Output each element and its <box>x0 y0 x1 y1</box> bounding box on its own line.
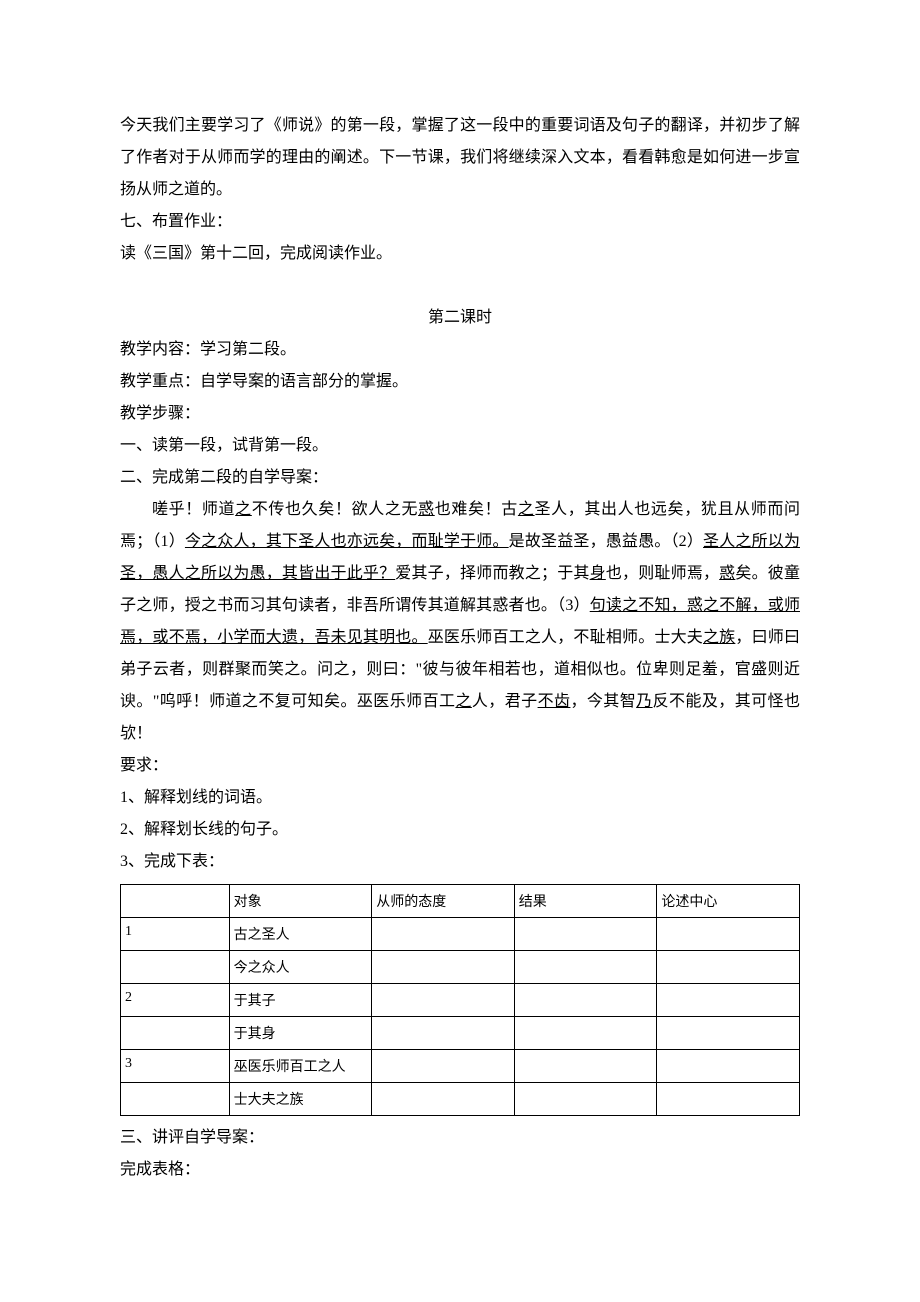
table-cell <box>657 918 800 951</box>
passage-text: 人，君子 <box>472 693 538 710</box>
underline-word-huo-2: 惑 <box>719 565 735 582</box>
underline-word-zhizu: 之族 <box>703 629 735 646</box>
table-cell: 1 <box>121 918 230 951</box>
passage-text: 也，则耻师焉， <box>606 565 719 582</box>
requirements-heading: 要求： <box>120 750 800 782</box>
spacer <box>120 270 800 302</box>
table-cell <box>657 1083 800 1116</box>
table-cell <box>372 918 515 951</box>
table-cell <box>121 951 230 984</box>
underline-word-shen: 身 <box>590 565 606 582</box>
table-header-cell: 论述中心 <box>657 885 800 918</box>
table-cell <box>514 951 657 984</box>
step-3: 三、讲评自学导案： <box>120 1122 800 1154</box>
table-header-cell <box>121 885 230 918</box>
passage-text: 巫医乐师百工之人，不耻相师。士大夫 <box>428 629 703 646</box>
requirement-1: 1、解释划线的词语。 <box>120 782 800 814</box>
underline-word-nai: 乃 <box>636 693 652 710</box>
teaching-content-line: 教学内容：学习第二段。 <box>120 334 800 366</box>
lesson-2-title: 第二课时 <box>120 302 800 334</box>
table-cell <box>372 1083 515 1116</box>
homework-content: 读《三国》第十二回，完成阅读作业。 <box>120 238 800 270</box>
classical-passage: 嗟乎！师道之不传也久矣！欲人之无惑也难矣！古之圣人，其出人也远矣，犹且从师而问焉… <box>120 494 800 750</box>
step-2: 二、完成第二段的自学导案： <box>120 462 800 494</box>
table-header-cell: 对象 <box>229 885 372 918</box>
table-cell <box>372 1050 515 1083</box>
passage-text: 不传也久矣！欲人之无 <box>252 501 418 518</box>
table-row: 今之众人 <box>121 951 800 984</box>
passage-text: 是故圣益圣，愚益愚。（2） <box>509 533 703 550</box>
summary-paragraph: 今天我们主要学习了《师说》的第一段，掌握了这一段中的重要词语及句子的翻译，并初步… <box>120 110 800 206</box>
table-cell <box>372 984 515 1017</box>
complete-table-line: 完成表格： <box>120 1154 800 1186</box>
table-row: 2 于其子 <box>121 984 800 1017</box>
table-cell: 2 <box>121 984 230 1017</box>
table-row: 士大夫之族 <box>121 1083 800 1116</box>
table-cell <box>514 1083 657 1116</box>
requirement-2: 2、解释划长线的句子。 <box>120 814 800 846</box>
table-cell: 于其身 <box>229 1017 372 1050</box>
underline-word-huo-1: 惑 <box>418 501 435 518</box>
table-cell <box>514 984 657 1017</box>
table-cell <box>372 951 515 984</box>
comparison-table: 对象 从师的态度 结果 论述中心 1 古之圣人 今之众人 2 于其子 <box>120 884 800 1116</box>
table-cell <box>657 1050 800 1083</box>
underline-word-buchi: 不齿 <box>538 693 571 710</box>
table-header-cell: 结果 <box>514 885 657 918</box>
table-cell <box>121 1083 230 1116</box>
table-row: 1 古之圣人 <box>121 918 800 951</box>
passage-text: 也难矣！古 <box>435 501 518 518</box>
table-cell: 士大夫之族 <box>229 1083 372 1116</box>
table-header-cell: 从师的态度 <box>372 885 515 918</box>
teaching-focus-line: 教学重点：自学导案的语言部分的掌握。 <box>120 366 800 398</box>
table-cell <box>514 1050 657 1083</box>
passage-text: 爱其子，择师而教之；于其 <box>395 565 589 582</box>
table-cell <box>657 951 800 984</box>
table-header-row: 对象 从师的态度 结果 论述中心 <box>121 885 800 918</box>
table-cell: 于其子 <box>229 984 372 1017</box>
table-cell: 今之众人 <box>229 951 372 984</box>
document-page: 今天我们主要学习了《师说》的第一段，掌握了这一段中的重要词语及句子的翻译，并初步… <box>0 0 920 1302</box>
table-cell <box>372 1017 515 1050</box>
table-cell <box>514 918 657 951</box>
table-cell <box>514 1017 657 1050</box>
table-cell: 古之圣人 <box>229 918 372 951</box>
step-1: 一、读第一段，试背第一段。 <box>120 430 800 462</box>
requirement-3: 3、完成下表： <box>120 846 800 878</box>
table-cell <box>121 1017 230 1050</box>
passage-text: ，今其智 <box>570 693 636 710</box>
table-row: 于其身 <box>121 1017 800 1050</box>
table-cell: 巫医乐师百工之人 <box>229 1050 372 1083</box>
table-cell: 3 <box>121 1050 230 1083</box>
underline-sentence-1: 今之众人，其下圣人也亦远矣，而耻学于师。 <box>185 533 509 550</box>
table-row: 3 巫医乐师百工之人 <box>121 1050 800 1083</box>
passage-text: 嗟乎！师道 <box>152 501 235 518</box>
teaching-steps-heading: 教学步骤： <box>120 398 800 430</box>
table-cell <box>657 1017 800 1050</box>
table-cell <box>657 984 800 1017</box>
underline-word-zhi-3: 之 <box>455 693 471 710</box>
underline-word-zhi-2: 之 <box>518 501 535 518</box>
underline-word-zhi-1: 之 <box>235 501 252 518</box>
homework-heading: 七、布置作业： <box>120 206 800 238</box>
